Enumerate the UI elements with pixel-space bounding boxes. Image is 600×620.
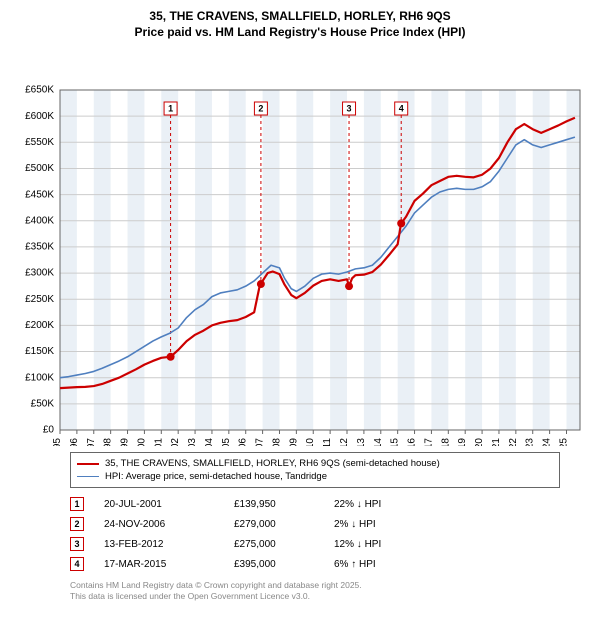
svg-text:£550K: £550K <box>25 137 54 148</box>
svg-text:1999: 1999 <box>120 438 131 446</box>
sale-price: £139,950 <box>234 499 314 510</box>
svg-text:2007: 2007 <box>255 438 266 446</box>
title-line-1: 35, THE CRAVENS, SMALLFIELD, HORLEY, RH6… <box>0 8 600 24</box>
svg-text:2015: 2015 <box>390 438 401 446</box>
legend-swatch-price-paid <box>77 463 99 465</box>
svg-text:2010: 2010 <box>305 438 316 446</box>
legend-label-hpi: HPI: Average price, semi-detached house,… <box>105 471 327 482</box>
svg-text:2022: 2022 <box>508 438 519 446</box>
svg-text:£650K: £650K <box>25 85 54 96</box>
sale-date: 17-MAR-2015 <box>104 559 214 570</box>
legend-label-price-paid: 35, THE CRAVENS, SMALLFIELD, HORLEY, RH6… <box>105 458 440 469</box>
sales-row: 3 13-FEB-2012 £275,000 12% ↓ HPI <box>70 534 560 554</box>
svg-text:1997: 1997 <box>86 438 97 446</box>
sale-delta: 6% ↑ HPI <box>334 559 424 570</box>
sale-date: 13-FEB-2012 <box>104 539 214 550</box>
svg-text:1998: 1998 <box>103 438 114 446</box>
svg-text:2005: 2005 <box>221 438 232 446</box>
svg-text:2018: 2018 <box>440 438 451 446</box>
svg-text:£350K: £350K <box>25 242 54 253</box>
svg-text:2003: 2003 <box>187 438 198 446</box>
sales-row: 2 24-NOV-2006 £279,000 2% ↓ HPI <box>70 514 560 534</box>
sales-table: 1 20-JUL-2001 £139,950 22% ↓ HPI 2 24-NOV-200… <box>70 494 560 574</box>
sale-price: £395,000 <box>234 559 314 570</box>
sale-date: 20-JUL-2001 <box>104 499 214 510</box>
svg-text:2017: 2017 <box>423 438 434 446</box>
svg-text:£200K: £200K <box>25 320 54 331</box>
svg-text:£250K: £250K <box>25 294 54 305</box>
svg-text:1: 1 <box>168 104 173 114</box>
svg-text:2004: 2004 <box>204 438 215 446</box>
svg-text:2025: 2025 <box>558 438 569 446</box>
sale-marker-box: 1 <box>70 497 84 511</box>
sale-marker-box: 2 <box>70 517 84 531</box>
svg-text:1996: 1996 <box>69 438 80 446</box>
svg-text:2008: 2008 <box>271 438 282 446</box>
svg-text:2013: 2013 <box>356 438 367 446</box>
sale-delta: 12% ↓ HPI <box>334 539 424 550</box>
svg-text:2000: 2000 <box>136 438 147 446</box>
sale-price: £275,000 <box>234 539 314 550</box>
svg-text:3: 3 <box>347 104 352 114</box>
footer: Contains HM Land Registry data © Crown c… <box>70 580 560 602</box>
svg-text:2023: 2023 <box>525 438 536 446</box>
svg-text:£400K: £400K <box>25 216 54 227</box>
svg-text:2011: 2011 <box>322 438 333 446</box>
svg-text:2009: 2009 <box>288 438 299 446</box>
svg-text:2024: 2024 <box>542 438 553 446</box>
chart-area: £0 £50K £100K £150K £200K £250K £300K £350K £400… <box>0 40 600 446</box>
chart-title: 35, THE CRAVENS, SMALLFIELD, HORLEY, RH6… <box>0 0 600 40</box>
svg-text:2014: 2014 <box>373 438 384 446</box>
sale-marker-box: 4 <box>70 557 84 571</box>
legend: 35, THE CRAVENS, SMALLFIELD, HORLEY, RH6… <box>70 452 560 488</box>
svg-text:2012: 2012 <box>339 438 350 446</box>
svg-text:£450K: £450K <box>25 190 54 201</box>
svg-text:2020: 2020 <box>474 438 485 446</box>
svg-text:£100K: £100K <box>25 373 54 384</box>
svg-text:2001: 2001 <box>153 438 164 446</box>
svg-text:2019: 2019 <box>457 438 468 446</box>
svg-text:2006: 2006 <box>238 438 249 446</box>
svg-text:£150K: £150K <box>25 347 54 358</box>
svg-text:4: 4 <box>399 104 404 114</box>
legend-swatch-hpi <box>77 476 99 477</box>
svg-text:2016: 2016 <box>407 438 418 446</box>
svg-text:2021: 2021 <box>491 438 502 446</box>
sale-marker-box: 3 <box>70 537 84 551</box>
legend-row-hpi: HPI: Average price, semi-detached house,… <box>77 470 553 483</box>
sale-price: £279,000 <box>234 519 314 530</box>
svg-text:£50K: £50K <box>31 399 55 410</box>
price-chart: £0 £50K £100K £150K £200K £250K £300K £350K £400… <box>0 40 600 446</box>
footer-line-1: Contains HM Land Registry data © Crown c… <box>70 580 560 591</box>
title-line-2: Price paid vs. HM Land Registry's House … <box>0 24 600 40</box>
svg-text:1995: 1995 <box>52 438 63 446</box>
sales-row: 4 17-MAR-2015 £395,000 6% ↑ HPI <box>70 554 560 574</box>
legend-row-price-paid: 35, THE CRAVENS, SMALLFIELD, HORLEY, RH6… <box>77 457 553 470</box>
svg-text:2: 2 <box>258 104 263 114</box>
svg-text:£500K: £500K <box>25 163 54 174</box>
sale-date: 24-NOV-2006 <box>104 519 214 530</box>
sales-row: 1 20-JUL-2001 £139,950 22% ↓ HPI <box>70 494 560 514</box>
svg-text:£300K: £300K <box>25 268 54 279</box>
sale-delta: 22% ↓ HPI <box>334 499 424 510</box>
svg-text:£600K: £600K <box>25 111 54 122</box>
svg-text:2002: 2002 <box>170 438 181 446</box>
sale-delta: 2% ↓ HPI <box>334 519 424 530</box>
footer-line-2: This data is licensed under the Open Gov… <box>70 591 560 602</box>
svg-text:£0: £0 <box>43 425 55 436</box>
